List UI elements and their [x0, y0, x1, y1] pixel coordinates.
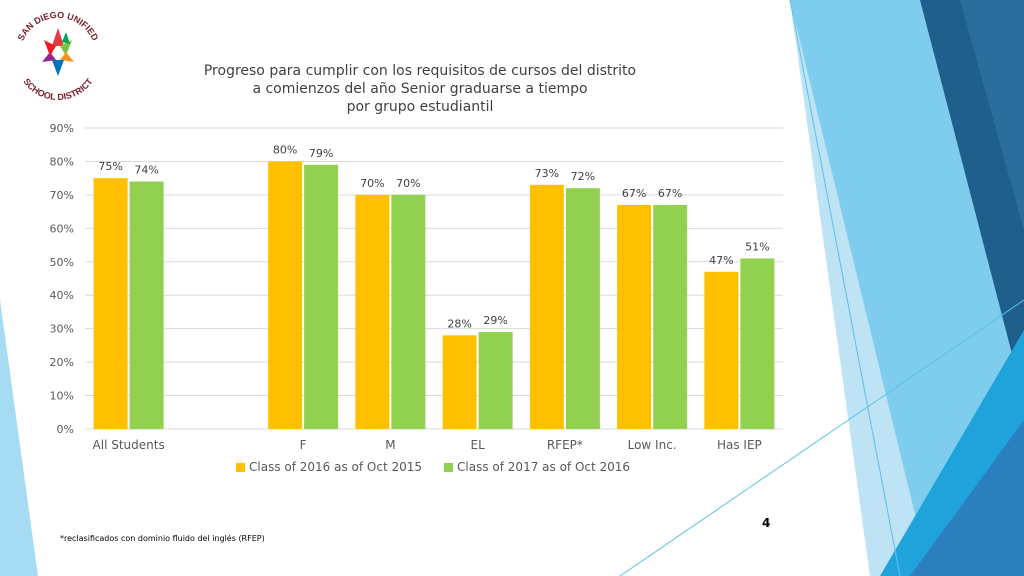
- bar-series-1: [268, 161, 303, 429]
- x-category-label: Low Inc.: [628, 438, 677, 452]
- y-tick-label: 90%: [50, 122, 74, 135]
- right-accent-shape-darker: [960, 0, 1024, 230]
- page-number: 4: [762, 516, 771, 530]
- footnote: *reclasificados con dominio fluido del i…: [60, 534, 265, 543]
- bar-series-1: [704, 271, 739, 429]
- x-category-label: M: [385, 438, 395, 452]
- y-tick-label: 50%: [50, 256, 74, 269]
- chart-title-line-3: por grupo estudiantil: [346, 99, 494, 115]
- y-tick-label: 30%: [50, 323, 74, 336]
- data-label: 70%: [360, 177, 384, 190]
- y-tick-label: 40%: [50, 289, 74, 302]
- bar-series-2: [478, 332, 513, 429]
- data-label: 80%: [273, 143, 297, 156]
- data-label: 74%: [134, 164, 158, 177]
- bar-series-1: [93, 178, 128, 429]
- bar-series-2: [565, 188, 600, 429]
- legend-item-series-1: Class of 2016 as of Oct 2015: [236, 460, 422, 474]
- decor-line-1: [789, 0, 901, 576]
- legend-swatch-series-1: [236, 462, 245, 472]
- bar-series-2: [740, 258, 775, 429]
- y-tick-label: 80%: [50, 155, 74, 168]
- y-tick-label: 10%: [50, 390, 74, 403]
- left-accent-shape: [0, 300, 38, 576]
- y-tick-label: 60%: [50, 222, 74, 235]
- data-label: 28%: [447, 317, 471, 330]
- bar-series-1: [617, 204, 652, 429]
- bar-series-2: [391, 194, 426, 429]
- data-label: 47%: [709, 254, 733, 267]
- chart-title-line-2: a comienzos del año Senior graduarse a t…: [252, 81, 588, 97]
- data-label: 72%: [571, 170, 595, 183]
- right-accent-shape-bottom-dark: [910, 420, 1024, 576]
- data-label: 67%: [622, 187, 646, 200]
- bar-series-2: [653, 204, 688, 429]
- x-category-label: RFEP*: [547, 438, 583, 452]
- y-tick-label: 0%: [57, 423, 74, 436]
- y-tick-label: 70%: [50, 189, 74, 202]
- legend-label-series-2: Class of 2017 as of Oct 2016: [457, 460, 631, 474]
- bar-series-1: [442, 335, 477, 429]
- legend-swatch-series-2: [444, 462, 454, 472]
- x-category-label: Has IEP: [717, 438, 762, 452]
- data-label: 51%: [745, 240, 769, 253]
- district-logo: SAN DIEGO UNIFIED SCHOOL DISTRICT: [16, 10, 101, 102]
- bar-series-1: [355, 194, 390, 429]
- bar-series-1: [529, 184, 564, 429]
- y-tick-label: 20%: [50, 356, 74, 369]
- data-label: 75%: [98, 160, 122, 173]
- legend-item-series-2: Class of 2017 as of Oct 2016: [444, 460, 630, 474]
- data-label: 70%: [396, 177, 420, 190]
- chart-title-line-1: Progreso para cumplir con los requisitos…: [203, 63, 637, 79]
- data-label: 67%: [658, 187, 682, 200]
- data-label: 73%: [535, 167, 559, 180]
- decor-line-2: [619, 299, 1024, 576]
- bar-series-2: [129, 181, 164, 429]
- data-label: 79%: [309, 147, 333, 160]
- chart-legend: Class of 2016 as of Oct 2015 Class of 20…: [236, 460, 630, 474]
- x-category-label: EL: [470, 438, 485, 452]
- star-icon: [42, 28, 74, 76]
- data-label: 29%: [483, 314, 507, 327]
- x-category-label: F: [300, 438, 307, 452]
- bar-series-2: [304, 164, 339, 430]
- legend-label-series-1: Class of 2016 as of Oct 2015: [249, 460, 423, 474]
- x-category-label: All Students: [93, 438, 165, 452]
